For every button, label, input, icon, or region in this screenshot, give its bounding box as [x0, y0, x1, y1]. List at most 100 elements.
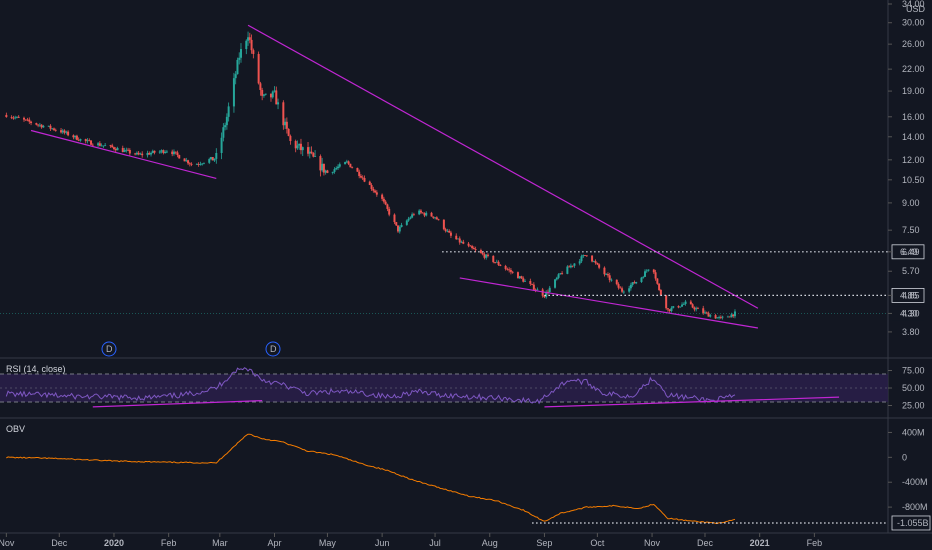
time-tick-label: Dec: [697, 538, 714, 548]
candle-body: [566, 266, 569, 274]
price-tick-label: 12.00: [902, 155, 925, 165]
currency-label: USD: [906, 4, 926, 14]
rsi-trendline[interactable]: [544, 396, 840, 408]
candle-body: [287, 128, 290, 136]
candle-body: [479, 250, 482, 254]
candle-body: [504, 265, 507, 269]
candle-body: [398, 226, 401, 232]
candle-body: [472, 248, 475, 250]
candle-body: [245, 40, 248, 50]
time-tick-label: Apr: [268, 538, 282, 548]
candle-body: [522, 278, 525, 282]
dividend-marker[interactable]: [265, 341, 281, 357]
candle-body: [520, 276, 523, 279]
rsi-tick-label: 50.00: [902, 383, 925, 393]
candle-body: [224, 125, 227, 128]
current-price-badge: [892, 306, 924, 321]
rsi-trendline[interactable]: [92, 400, 263, 408]
candle-body: [77, 139, 80, 141]
candle-body: [100, 145, 103, 147]
candle-body: [716, 317, 719, 319]
candle-body: [335, 168, 338, 170]
obv-tick-label: -800M: [902, 502, 928, 512]
price-levels[interactable]: 6.49 4.85 4.30: [0, 244, 925, 321]
candle-body: [545, 291, 548, 298]
candle-body: [185, 160, 188, 162]
obv-axis[interactable]: 400M 0 -400M -800M: [888, 427, 928, 512]
price-tick-label: 19.00: [902, 86, 925, 96]
candle-body: [345, 161, 348, 163]
candle-body: [619, 287, 622, 289]
candle-body: [201, 163, 204, 165]
obv-tick-label: -400M: [902, 477, 928, 487]
candle-body: [559, 273, 562, 275]
price-trendline[interactable]: [30, 129, 217, 179]
candle-body: [150, 152, 153, 155]
candle-body: [188, 163, 191, 165]
candle-body: [51, 128, 54, 130]
price-axis[interactable]: 3.80 4.30 4.85 5.70 6.49 7.50 9.00 10.50 12.00 14…: [888, 0, 925, 337]
obv-pane[interactable]: -1.055B OBV: [6, 424, 931, 531]
candle-body: [511, 271, 514, 273]
candle-body: [594, 261, 597, 263]
candle-body: [14, 117, 17, 119]
candle-body: [165, 151, 168, 153]
price-trendline[interactable]: [247, 24, 759, 309]
candle-body: [677, 306, 680, 308]
candle-body: [314, 156, 317, 157]
candle-body: [322, 163, 325, 173]
dividend-marker[interactable]: [101, 341, 117, 357]
candle-body: [672, 306, 675, 308]
candle-body: [419, 210, 422, 213]
time-axis[interactable]: Nov Dec 2020 Feb Mar Apr May Jun Jul Aug Sep Oct Nov…: [0, 533, 822, 548]
candle-body: [456, 238, 459, 240]
candle-body: [162, 150, 165, 154]
candle-body: [644, 271, 646, 277]
candle-body: [284, 121, 287, 126]
candle-body: [585, 255, 588, 257]
candle-body: [52, 128, 55, 130]
candle-body: [444, 229, 447, 232]
candle-body: [97, 143, 100, 146]
candle-body: [236, 59, 239, 75]
time-tick-label: 2021: [750, 538, 770, 548]
candle-body: [705, 312, 708, 314]
candle-body: [397, 225, 400, 232]
candle-body: [435, 217, 438, 220]
price-trendline[interactable]: [459, 277, 759, 329]
candle-body: [220, 137, 223, 153]
candle-body: [79, 139, 82, 141]
rsi-axis[interactable]: 75.00 50.00 25.00: [888, 366, 925, 411]
candle-body: [449, 232, 452, 236]
candle-body: [446, 230, 449, 232]
candle-body: [178, 155, 181, 159]
price-tick-label: 30.00: [902, 18, 925, 28]
time-tick-label: Oct: [590, 538, 605, 548]
candle-body: [689, 301, 692, 305]
obv-level[interactable]: -1.055B: [532, 515, 931, 531]
time-tick-label: Feb: [161, 538, 177, 548]
candle-body: [259, 83, 262, 90]
candle-body: [670, 307, 673, 312]
candle-body: [658, 283, 661, 291]
candle-body: [571, 265, 574, 267]
time-tick-label: Nov: [0, 538, 15, 548]
obv-label-text: -1.055B: [897, 518, 929, 528]
rsi-pane[interactable]: RSI (14, close): [0, 364, 888, 408]
candle-body: [141, 153, 144, 156]
candle-body: [202, 162, 205, 164]
candle-body: [17, 116, 20, 118]
price-trendlines[interactable]: [30, 24, 759, 329]
price-tick-label: 10.50: [902, 175, 925, 185]
time-tick-label: Jul: [429, 538, 441, 548]
rsi-trendlines[interactable]: [92, 396, 840, 408]
candle-body: [524, 280, 527, 282]
candle-body: [730, 314, 733, 318]
candle-body: [529, 280, 532, 284]
candle-body: [714, 315, 717, 319]
time-tick-label: Feb: [807, 538, 823, 548]
